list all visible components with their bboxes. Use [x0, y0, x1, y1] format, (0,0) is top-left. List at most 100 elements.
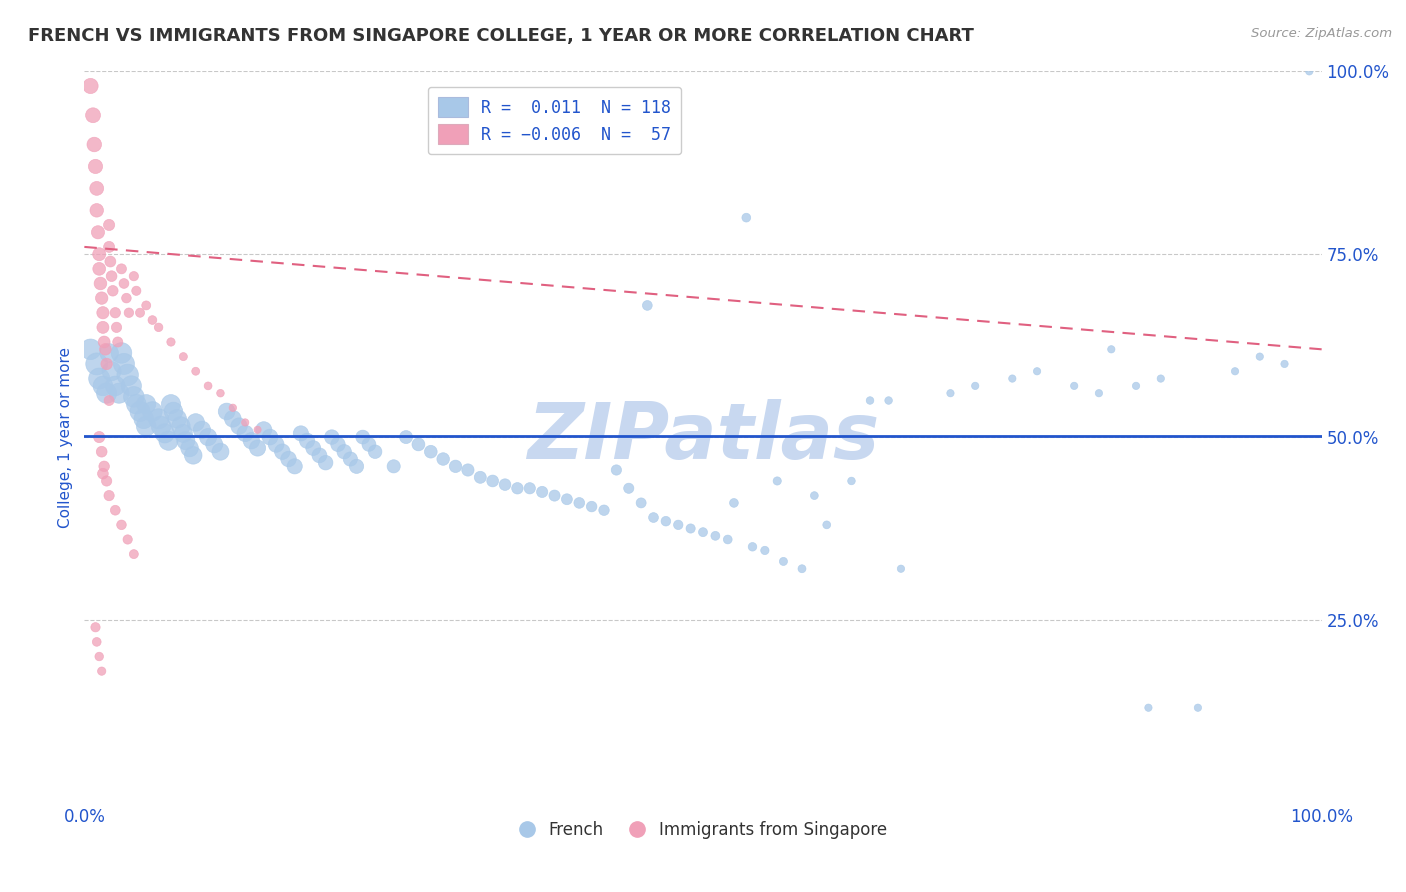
- Point: [90, 444, 112, 458]
- Point: [91, 306, 114, 320]
- Point: [153, 426, 176, 441]
- Point: [120, 379, 142, 393]
- Point: [98, 489, 121, 503]
- Point: [89, 247, 111, 261]
- Point: [233, 426, 256, 441]
- Point: [506, 481, 529, 495]
- Point: [110, 517, 132, 532]
- Point: [209, 444, 232, 458]
- Point: [181, 448, 204, 462]
- Point: [122, 390, 145, 404]
- Point: [321, 430, 343, 444]
- Point: [333, 444, 356, 458]
- Point: [643, 510, 665, 524]
- Point: [357, 437, 380, 451]
- Point: [184, 416, 207, 430]
- Point: [86, 635, 108, 649]
- Point: [115, 291, 138, 305]
- Point: [302, 441, 325, 455]
- Point: [295, 434, 318, 448]
- Point: [110, 261, 132, 276]
- Point: [264, 437, 287, 451]
- Point: [364, 444, 387, 458]
- Point: [141, 404, 163, 418]
- Point: [581, 500, 603, 514]
- Point: [240, 434, 263, 448]
- Point: [308, 448, 330, 462]
- Point: [135, 419, 157, 434]
- Point: [79, 78, 101, 93]
- Point: [91, 467, 114, 481]
- Point: [105, 320, 128, 334]
- Point: [160, 397, 183, 411]
- Point: [90, 664, 112, 678]
- Point: [1298, 64, 1320, 78]
- Point: [1249, 350, 1271, 364]
- Point: [630, 496, 652, 510]
- Point: [100, 269, 122, 284]
- Point: [135, 397, 157, 411]
- Point: [104, 306, 127, 320]
- Point: [184, 364, 207, 378]
- Point: [531, 485, 554, 500]
- Point: [233, 416, 256, 430]
- Point: [617, 481, 640, 495]
- Point: [86, 181, 108, 195]
- Point: [91, 379, 114, 393]
- Point: [444, 459, 467, 474]
- Point: [122, 547, 145, 561]
- Point: [723, 496, 745, 510]
- Point: [82, 108, 104, 122]
- Point: [179, 441, 201, 455]
- Point: [222, 412, 245, 426]
- Text: Source: ZipAtlas.com: Source: ZipAtlas.com: [1251, 27, 1392, 40]
- Point: [150, 419, 173, 434]
- Point: [1026, 364, 1049, 378]
- Point: [100, 364, 122, 378]
- Point: [202, 437, 225, 451]
- Point: [432, 452, 454, 467]
- Point: [110, 346, 132, 360]
- Point: [543, 489, 565, 503]
- Point: [209, 386, 232, 401]
- Point: [636, 298, 658, 312]
- Point: [246, 423, 269, 437]
- Point: [84, 160, 107, 174]
- Point: [93, 459, 115, 474]
- Point: [118, 306, 141, 320]
- Point: [84, 620, 107, 634]
- Point: [481, 474, 503, 488]
- Point: [1274, 357, 1296, 371]
- Point: [91, 320, 114, 334]
- Point: [191, 423, 214, 437]
- Point: [741, 540, 763, 554]
- Point: [174, 434, 197, 448]
- Point: [277, 452, 299, 467]
- Point: [125, 284, 148, 298]
- Point: [135, 298, 157, 312]
- Point: [86, 203, 108, 218]
- Point: [766, 474, 789, 488]
- Point: [89, 261, 111, 276]
- Point: [98, 393, 121, 408]
- Point: [593, 503, 616, 517]
- Point: [655, 514, 678, 528]
- Point: [939, 386, 962, 401]
- Point: [98, 218, 121, 232]
- Point: [494, 477, 516, 491]
- Point: [965, 379, 987, 393]
- Point: [877, 393, 900, 408]
- Point: [754, 543, 776, 558]
- Point: [568, 496, 591, 510]
- Point: [246, 441, 269, 455]
- Point: [1150, 371, 1173, 385]
- Point: [1137, 700, 1160, 714]
- Point: [859, 393, 882, 408]
- Point: [470, 470, 492, 484]
- Point: [112, 357, 135, 371]
- Point: [519, 481, 541, 495]
- Point: [315, 456, 337, 470]
- Point: [419, 444, 441, 458]
- Point: [98, 240, 121, 254]
- Point: [89, 277, 111, 291]
